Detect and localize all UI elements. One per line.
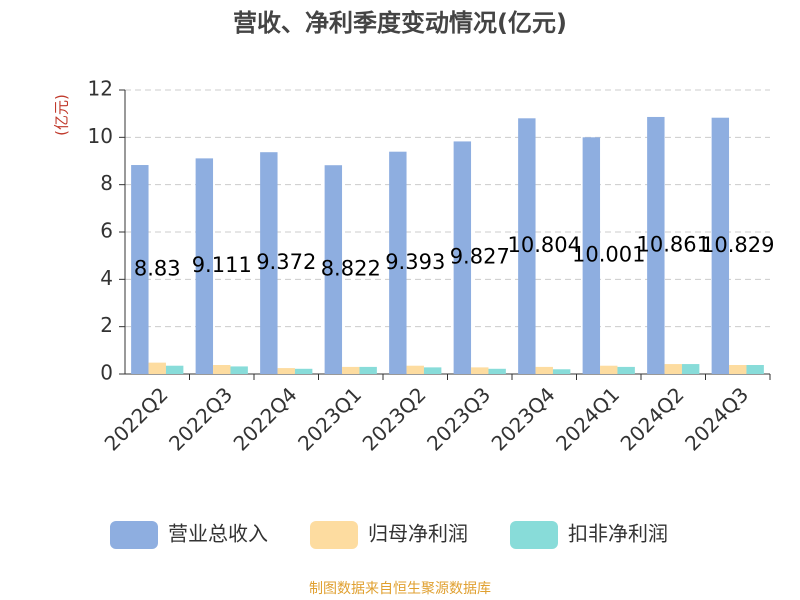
data-label: 8.83 xyxy=(134,257,181,281)
data-label: 10.829 xyxy=(701,233,774,257)
bar xyxy=(294,368,313,374)
bar xyxy=(711,117,730,374)
bar xyxy=(165,365,184,374)
data-label: 10.861 xyxy=(637,232,710,256)
bar xyxy=(324,165,343,374)
data-label: 9.111 xyxy=(192,253,252,277)
x-tick-label: 2023Q4 xyxy=(487,382,560,455)
legend-label: 扣非净利润 xyxy=(568,522,668,546)
y-tick-label: 6 xyxy=(100,219,113,243)
bar xyxy=(600,365,618,374)
bar xyxy=(582,137,601,374)
bar xyxy=(423,367,442,374)
x-tick-label: 2022Q4 xyxy=(229,382,302,455)
x-tick-label: 2022Q3 xyxy=(164,382,237,455)
chart-title: 营收、净利季度变动情况(亿元) xyxy=(233,9,567,37)
bar xyxy=(195,158,214,374)
bar xyxy=(647,116,665,375)
y-tick-label: 2 xyxy=(100,313,113,337)
bar xyxy=(552,369,571,374)
x-tick-label: 2024Q1 xyxy=(551,382,624,455)
x-tick-label: 2023Q3 xyxy=(422,382,495,455)
data-label: 10.001 xyxy=(572,243,645,267)
bar xyxy=(729,365,747,374)
bar xyxy=(389,151,407,374)
x-tick-label: 2024Q3 xyxy=(680,382,753,455)
y-tick-label: 8 xyxy=(100,171,113,195)
bar xyxy=(230,366,248,374)
x-tick-label: 2023Q1 xyxy=(293,382,366,455)
data-label: 9.827 xyxy=(450,245,510,269)
data-label: 8.822 xyxy=(321,257,381,281)
legend-label: 营业总收入 xyxy=(168,522,268,546)
bar xyxy=(664,364,682,374)
bar xyxy=(342,366,360,374)
data-label: 9.393 xyxy=(385,250,445,274)
bar xyxy=(535,366,553,374)
bar xyxy=(453,141,472,374)
bar xyxy=(359,366,377,374)
bar xyxy=(746,365,764,374)
bar xyxy=(213,365,231,374)
legend-swatch xyxy=(310,521,358,549)
legend-label: 归母净利润 xyxy=(368,522,468,546)
bar xyxy=(148,362,166,374)
legend-swatch xyxy=(510,521,558,549)
bar xyxy=(617,366,635,374)
bar xyxy=(406,365,424,374)
bar xyxy=(260,152,278,374)
bar xyxy=(518,118,536,375)
data-label: 9.372 xyxy=(256,250,316,274)
source-note: 制图数据来自恒生聚源数据库 xyxy=(309,581,491,597)
x-tick-label: 2024Q2 xyxy=(616,382,689,455)
legend-swatch xyxy=(110,521,158,549)
x-tick-label: 2023Q2 xyxy=(358,382,431,455)
bar xyxy=(471,367,489,374)
x-tick-label: 2022Q2 xyxy=(100,382,173,455)
bar xyxy=(681,364,700,374)
y-tick-label: 0 xyxy=(100,361,113,385)
y-tick-label: 4 xyxy=(100,266,113,290)
y-axis-label: (亿元) xyxy=(53,94,71,136)
y-tick-label: 12 xyxy=(88,77,113,101)
bar xyxy=(488,368,506,374)
bar xyxy=(277,368,295,374)
y-tick-label: 10 xyxy=(88,124,113,148)
bar xyxy=(131,165,149,374)
data-label: 10.804 xyxy=(508,233,581,257)
